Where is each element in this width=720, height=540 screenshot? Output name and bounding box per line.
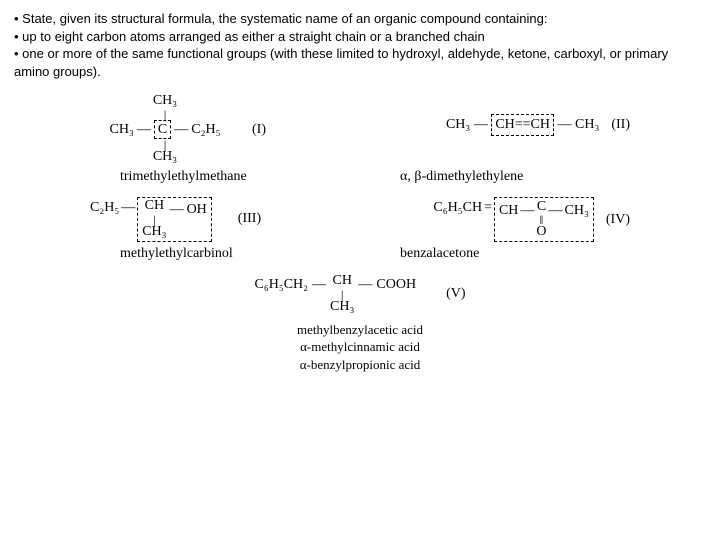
name-IV: benzalacetone xyxy=(360,246,630,262)
compound-V: C₆H₅CH₂ — CH | CH₃ — COOH (V) xyxy=(255,274,466,314)
name-V-1: methylbenzylacetic acid xyxy=(90,321,630,339)
intro-line-2: • up to eight carbon atoms arranged as e… xyxy=(14,28,706,46)
c4-o: O xyxy=(536,224,546,239)
structure-row-1: CH₃ | CH₃ — C — C₂H₅ | CH₃ (I) CH₃ xyxy=(90,94,630,165)
compound-IV: C₆H₅CH = CH — C ‖ O — CH₃ (IV) xyxy=(433,197,630,242)
c1-left: CH₃ xyxy=(110,121,134,139)
c3-sub: CH₃ xyxy=(142,224,166,239)
c2-left: CH₃ xyxy=(446,117,470,132)
c3-left: C₂H₅ xyxy=(90,197,119,217)
name-V-3: α-benzylpropionic acid xyxy=(90,356,630,374)
c2-mid: CH==CH xyxy=(491,114,554,136)
roman-I: (I) xyxy=(252,122,266,138)
c3-oh: OH xyxy=(187,199,207,219)
c4-ch: CH xyxy=(499,200,518,220)
compound-I: CH₃ | CH₃ — C — C₂H₅ | CH₃ (I) xyxy=(90,94,266,165)
c4-left: C₆H₅CH xyxy=(433,197,482,217)
intro-text: • State, given its structural formula, t… xyxy=(14,10,706,80)
c1-top: CH₃ xyxy=(153,93,177,108)
name-II: α, β-dimethylethylene xyxy=(360,169,630,185)
roman-IV: (IV) xyxy=(606,212,630,228)
c5-cooh: COOH xyxy=(376,274,416,294)
name-V-2: α-methylcinnamic acid xyxy=(90,338,630,356)
roman-V: (V) xyxy=(428,286,465,302)
c5-sub: CH₃ xyxy=(330,299,354,314)
c5-left: C₆H₅CH₂ xyxy=(255,274,309,294)
compound-II: CH₃ — CH==CH — CH₃ (II) xyxy=(446,94,630,136)
c1-right: C₂H₅ xyxy=(191,121,220,139)
roman-III: (III) xyxy=(224,211,261,227)
structure-row-2: C₂H₅ — CH | CH₃ — OH (III) xyxy=(90,197,630,242)
c1-center: C xyxy=(154,120,171,140)
compound-III: C₂H₅ — CH | CH₃ — OH (III) xyxy=(90,197,261,241)
name-I: trimethylethylmethane xyxy=(90,169,360,185)
intro-line-1: • State, given its structural formula, t… xyxy=(14,10,706,28)
name-row-2: methylethylcarbinol benzalacetone xyxy=(90,246,630,262)
name-III: methylethylcarbinol xyxy=(90,246,360,262)
c4-ch3: CH₃ xyxy=(565,200,589,220)
c5-ch: CH xyxy=(332,273,351,288)
names-V: methylbenzylacetic acid α-methylcinnamic… xyxy=(90,321,630,374)
intro-line-3: • one or more of the same functional gro… xyxy=(14,45,706,80)
roman-II: (II) xyxy=(611,97,630,133)
chemistry-figure: CH₃ | CH₃ — C — C₂H₅ | CH₃ (I) CH₃ xyxy=(90,94,630,373)
structure-row-3: C₆H₅CH₂ — CH | CH₃ — COOH (V) xyxy=(90,274,630,314)
c2-right: CH₃ xyxy=(575,117,599,132)
c3-ch: CH xyxy=(145,198,164,213)
c1-bottom: CH₃ xyxy=(153,149,177,164)
name-row-1: trimethylethylmethane α, β-dimethylethyl… xyxy=(90,169,630,185)
